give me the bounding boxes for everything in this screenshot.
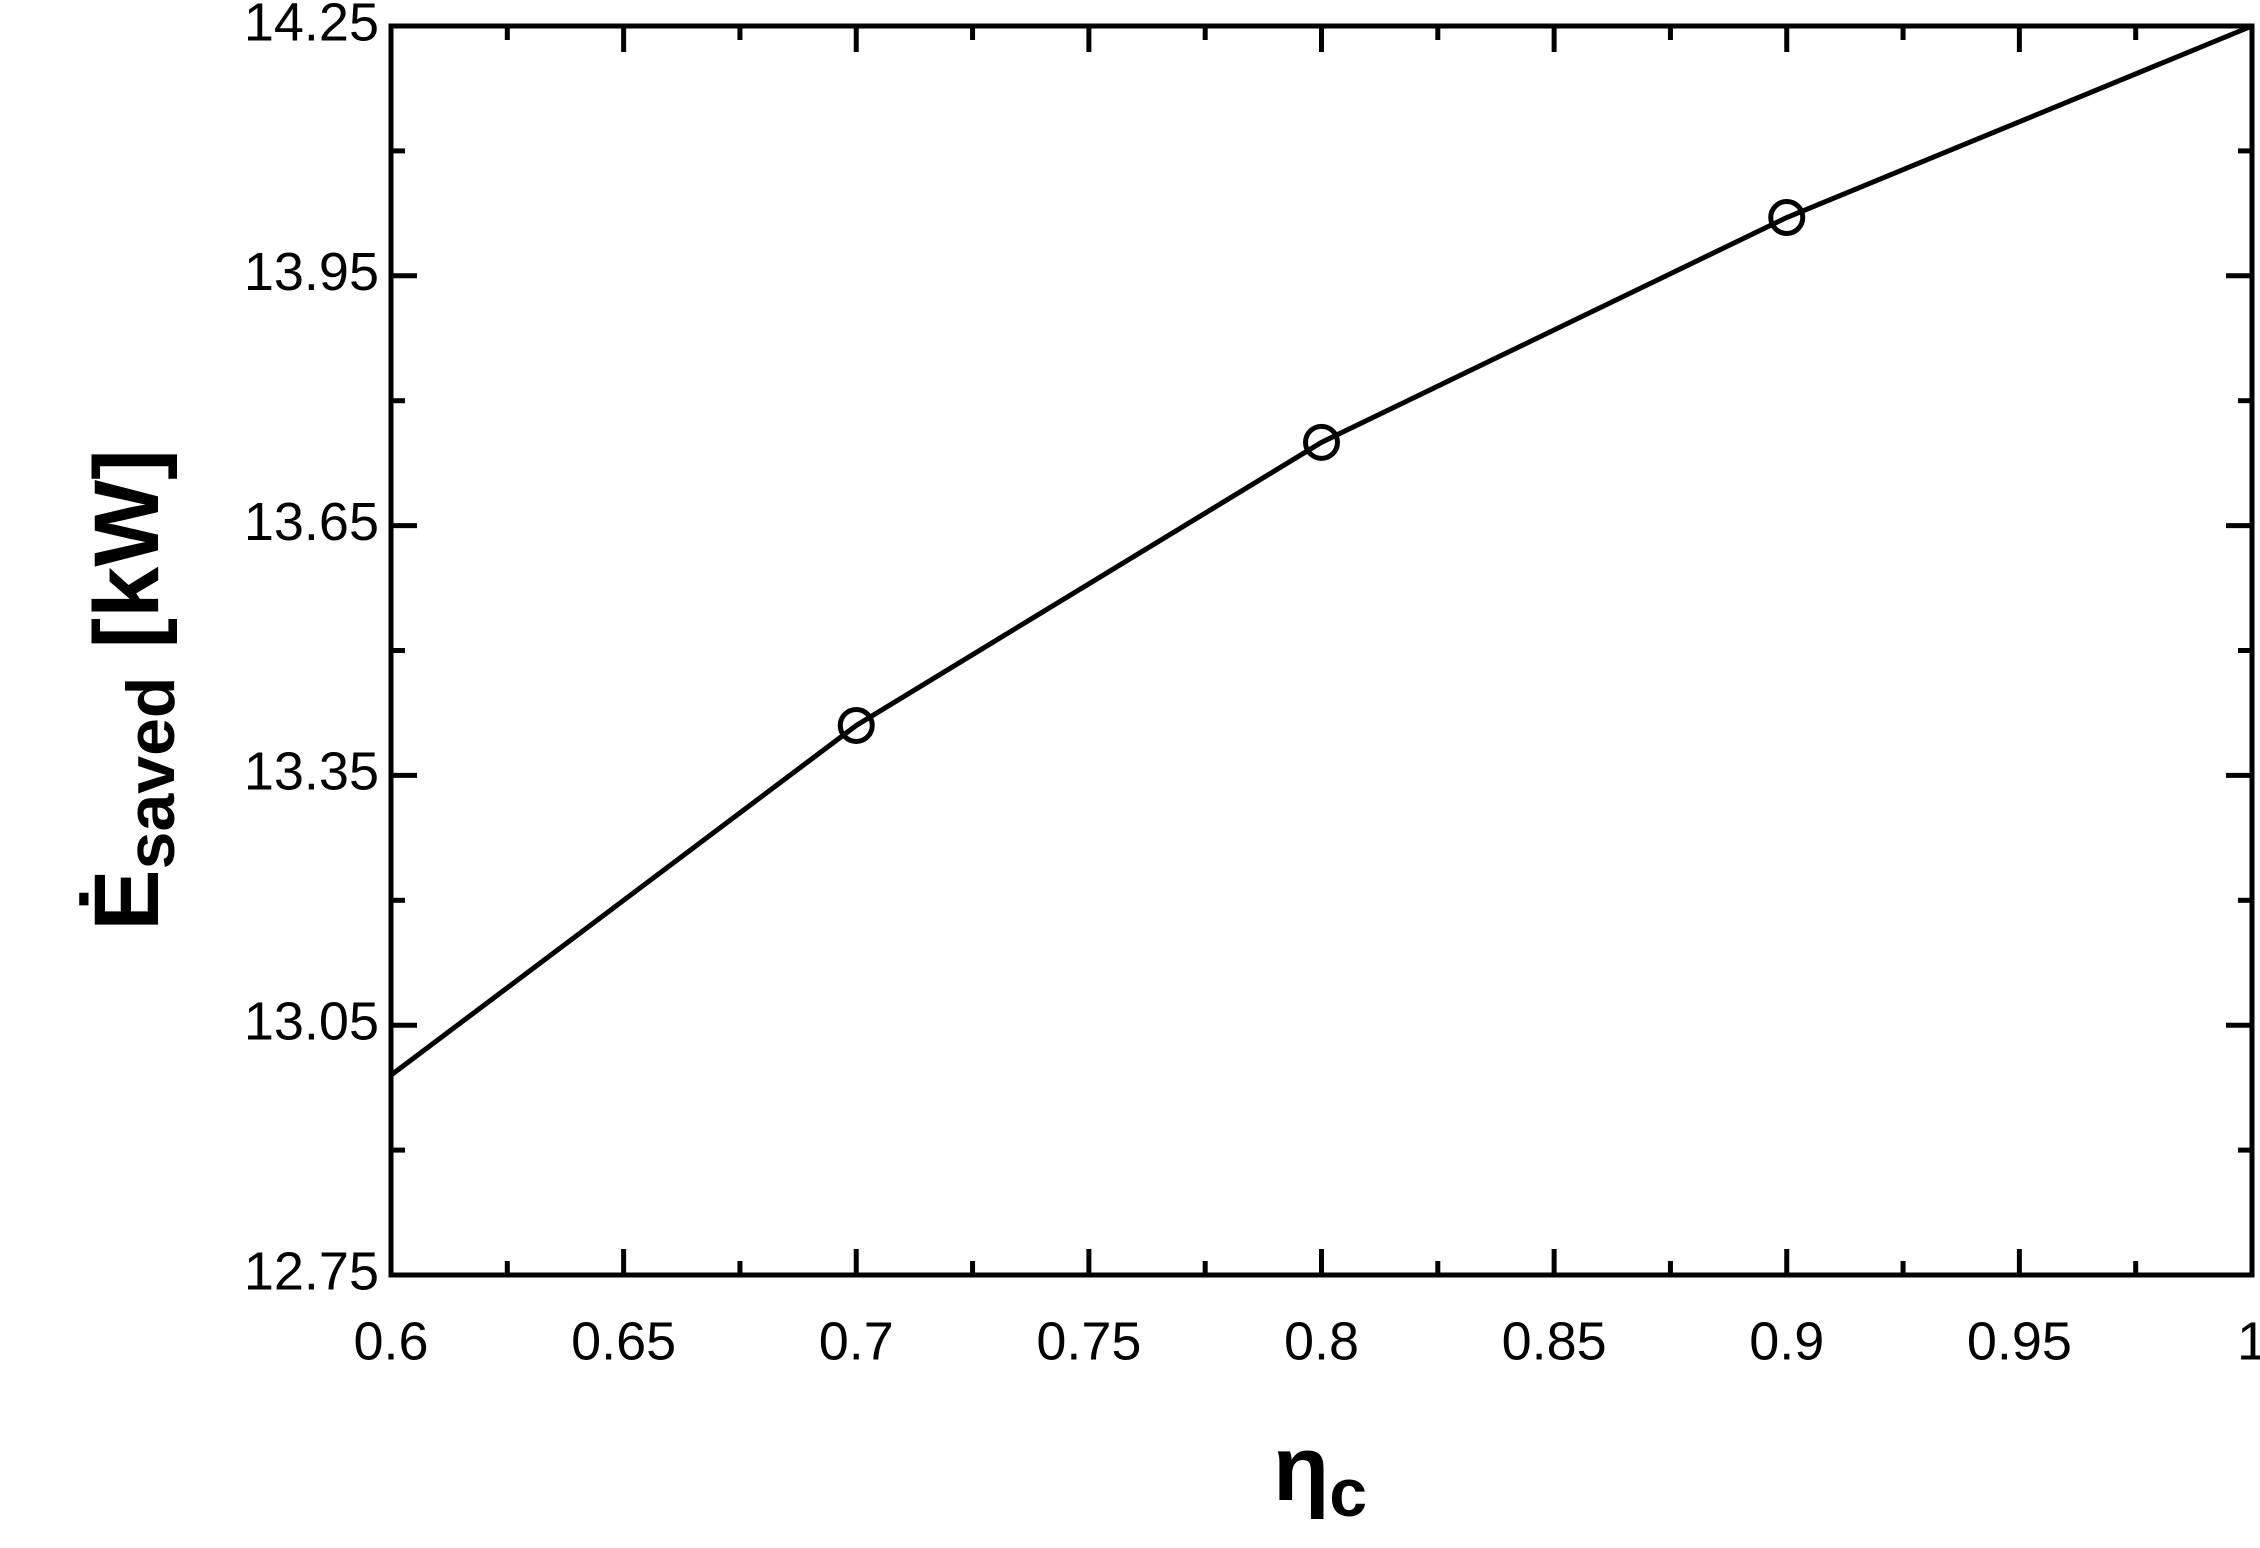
x-tick-label: 0.9 — [1749, 1311, 1824, 1371]
x-tick-label: 0.7 — [819, 1311, 894, 1371]
y-tick-label: 13.95 — [244, 242, 379, 302]
x-axis-title-main: η — [1273, 1418, 1329, 1520]
x-tick-label: 0.95 — [1967, 1311, 2072, 1371]
y-axis-title-main: Ė — [76, 869, 178, 930]
data-point — [1303, 423, 1340, 461]
y-axis-title: Ėsaved [kW] — [76, 449, 189, 930]
data-line — [389, 23, 2253, 1078]
y-tick-label: 13.35 — [244, 742, 379, 802]
x-tick-label: 0.65 — [571, 1311, 676, 1371]
y-tick-label: 12.75 — [244, 1241, 379, 1301]
y-tick-label: 13.05 — [244, 991, 379, 1051]
y-axis-title-unit: [kW] — [76, 449, 178, 648]
x-tick-label: 0.8 — [1284, 1311, 1359, 1371]
x-tick-label: 0.85 — [1502, 1311, 1607, 1371]
y-axis-title-sub: saved — [113, 677, 189, 870]
data-point — [837, 706, 875, 744]
data-point — [1768, 199, 1806, 237]
x-axis-title: ηc — [1273, 1418, 1367, 1531]
x-tick-label: 1 — [2237, 1311, 2260, 1371]
plot-frame — [388, 23, 2255, 1278]
x-tick-label: 0.75 — [1036, 1311, 1141, 1371]
x-axis-title-sub: c — [1329, 1455, 1367, 1531]
x-tick-label: 0.6 — [353, 1311, 428, 1371]
y-tick-label: 13.65 — [244, 492, 379, 552]
y-tick-label: 14.25 — [244, 0, 379, 52]
